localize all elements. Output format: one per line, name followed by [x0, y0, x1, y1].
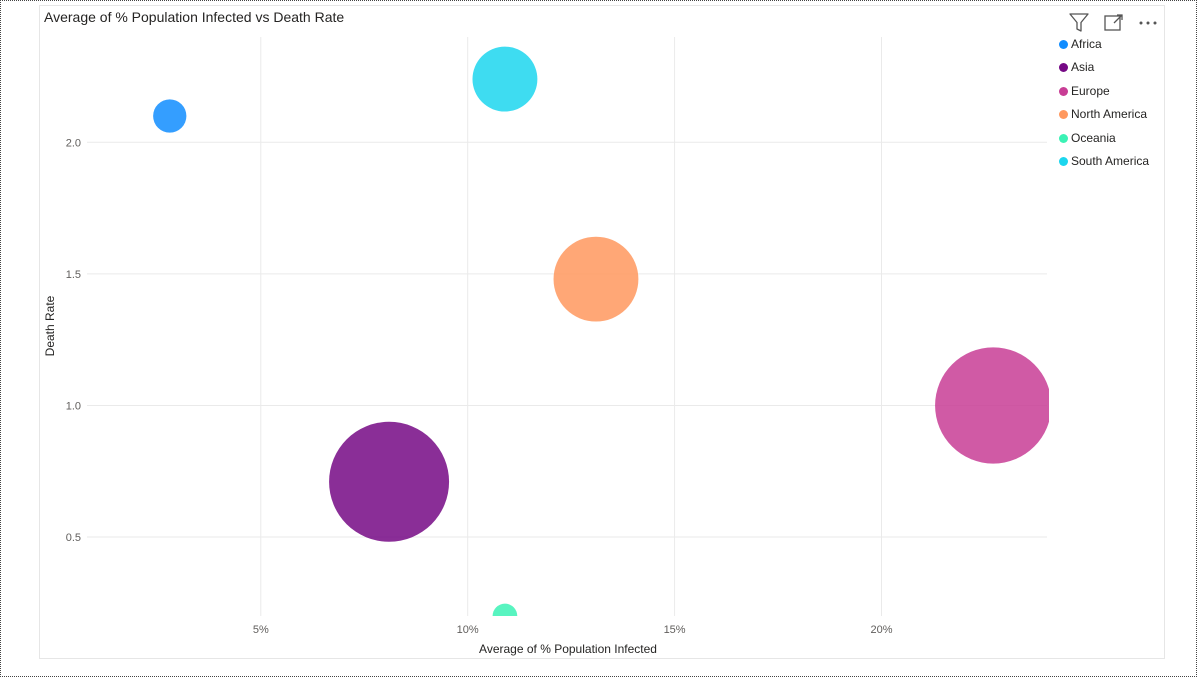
x-tick-label: 20% [870, 624, 892, 636]
bubbles [153, 46, 1051, 629]
legend-label: South America [1071, 153, 1150, 168]
bubble-europe[interactable] [935, 347, 1051, 464]
chart-title: Average of % Population Infected vs Deat… [44, 9, 345, 25]
bubble-asia[interactable] [329, 421, 450, 542]
visual-header [1065, 11, 1165, 35]
legend-item-north-america[interactable]: North America [1059, 105, 1189, 128]
legend-label: North America [1071, 107, 1148, 122]
legend-label: Africa [1071, 37, 1102, 51]
bubble-oceania[interactable] [492, 603, 518, 629]
legend: Africa Asia Europe North America Oceania Sout… [1059, 35, 1189, 175]
x-axis-label: Average of % Population Infected [479, 642, 657, 656]
legend-item-asia[interactable]: Asia [1059, 58, 1189, 81]
scatter-visual[interactable] [39, 5, 1165, 659]
legend-swatch [1059, 156, 1068, 166]
legend-item-africa[interactable]: Africa [1059, 35, 1189, 58]
legend-item-europe[interactable]: Europe [1059, 82, 1189, 105]
legend-item-south-america[interactable]: South America [1059, 152, 1189, 175]
gridlines [87, 37, 1047, 616]
focus-mode-icon[interactable] [1102, 11, 1126, 35]
legend-label: Oceania [1071, 130, 1116, 145]
legend-item-oceania[interactable]: Oceania [1059, 129, 1189, 152]
legend-label: Europe [1071, 83, 1110, 98]
y-tick-label: 2.0 [66, 137, 81, 149]
bubble-north-america[interactable] [553, 236, 639, 322]
y-axis-label: Death Rate [43, 295, 57, 356]
legend-swatch [1059, 40, 1068, 49]
y-tick-label: 1.5 [66, 269, 81, 281]
more-options-icon[interactable] [1136, 11, 1160, 35]
legend-swatch [1059, 63, 1068, 73]
x-axis-ticks: 5% 10% 15% 20% [253, 624, 893, 636]
y-tick-label: 0.5 [66, 532, 81, 544]
x-tick-label: 15% [664, 624, 686, 636]
legend-swatch [1059, 110, 1068, 120]
x-tick-label: 5% [253, 624, 269, 636]
bubble-south-america[interactable] [472, 46, 538, 112]
x-tick-label: 10% [457, 624, 479, 636]
legend-label: Asia [1071, 60, 1095, 75]
y-axis-ticks: 0.5 1.0 1.5 2.0 [66, 137, 81, 544]
legend-swatch [1059, 86, 1068, 96]
filter-icon[interactable] [1067, 11, 1091, 35]
bubble-africa[interactable] [153, 99, 187, 133]
y-tick-label: 1.0 [66, 400, 81, 412]
legend-swatch [1059, 133, 1068, 143]
